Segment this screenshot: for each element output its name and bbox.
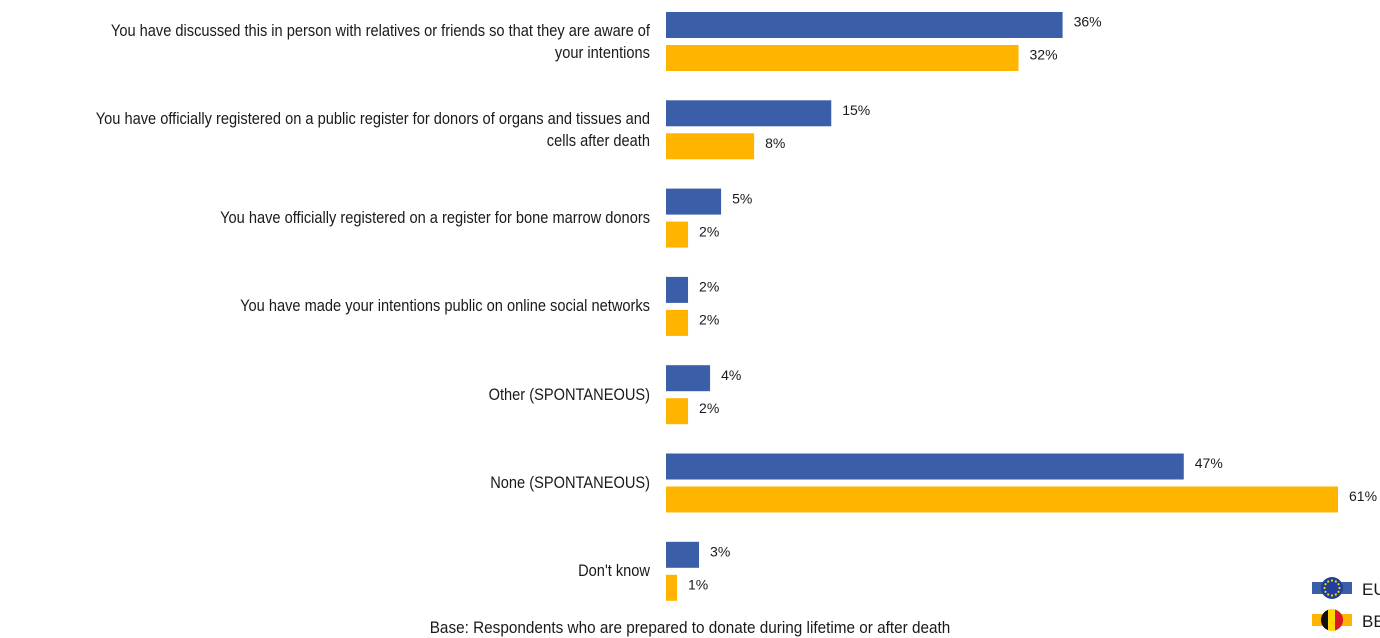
legend-label-eu: EU (1362, 580, 1380, 599)
category-label-line: Other (SPONTANEOUS) (488, 384, 650, 404)
value-label-be-5: 2% (699, 400, 719, 416)
value-label-be-3: 2% (699, 223, 719, 239)
category-label-1: You have discussed this in person with r… (48, 20, 650, 64)
bar-eu-2 (666, 100, 832, 127)
bar-be-3 (666, 221, 689, 248)
category-label-line: You have made your intentions public on … (240, 296, 650, 316)
bar-eu-7 (666, 541, 700, 568)
category-label-2: You have officially registered on a publ… (48, 108, 650, 152)
category-label-line: You have discussed this in person with r… (110, 20, 651, 40)
category-label-3: You have officially registered on a regi… (48, 207, 650, 229)
value-label-be-1: 32% (1030, 47, 1058, 63)
value-label-eu-4: 2% (699, 279, 719, 295)
category-label-line: You have officially registered on a regi… (220, 208, 651, 228)
legend-item-be: BE (1312, 608, 1380, 637)
eu-flag-icon (1312, 576, 1352, 605)
legend-item-eu: EU (1312, 576, 1380, 605)
category-label-4: You have made your intentions public on … (48, 295, 650, 317)
value-label-eu-2: 15% (842, 102, 870, 118)
value-label-eu-5: 4% (721, 367, 741, 383)
bar-eu-3 (666, 188, 722, 215)
bar-be-1 (666, 45, 1019, 71)
value-label-eu-3: 5% (732, 190, 752, 206)
bar-eu-4 (666, 276, 689, 303)
bar-be-2 (666, 133, 755, 160)
belgium-flag-icon (1312, 608, 1352, 637)
bar-be-4 (666, 309, 689, 336)
value-labels-group: 36% 32% 15% 8% 5% 2% 2% 2% 4% 2% 47% 61% 3% 1% (688, 14, 1377, 593)
legend-label-be: BE (1362, 612, 1380, 631)
value-label-eu-7: 3% (710, 544, 730, 560)
category-label-line: Don't know (578, 561, 650, 581)
category-label-7: Don't know (48, 560, 650, 582)
category-label-line: You have officially registered on a publ… (95, 108, 651, 128)
value-label-be-2: 8% (765, 135, 785, 151)
category-label-5: Other (SPONTANEOUS) (48, 384, 650, 406)
base-note: Base: Respondents who are prepared to do… (429, 618, 951, 637)
value-label-be-7: 1% (688, 577, 708, 593)
bar-be-7 (666, 574, 678, 601)
value-label-eu-1: 36% (1074, 14, 1102, 30)
category-label-6: None (SPONTANEOUS) (48, 472, 650, 494)
bar-eu-5 (666, 365, 711, 392)
value-label-eu-6: 47% (1195, 455, 1223, 471)
bar-be-5 (666, 398, 689, 425)
bar-eu-1 (666, 12, 1063, 38)
bars-group (666, 12, 1338, 601)
bar-eu-6 (666, 453, 1184, 480)
category-label-line: cells after death (546, 130, 650, 150)
value-label-be-4: 2% (699, 312, 719, 328)
category-label-line: your intentions (554, 42, 650, 62)
value-label-be-6: 61% (1349, 488, 1377, 504)
category-label-line: None (SPONTANEOUS) (490, 473, 650, 492)
bar-be-6 (666, 486, 1338, 513)
